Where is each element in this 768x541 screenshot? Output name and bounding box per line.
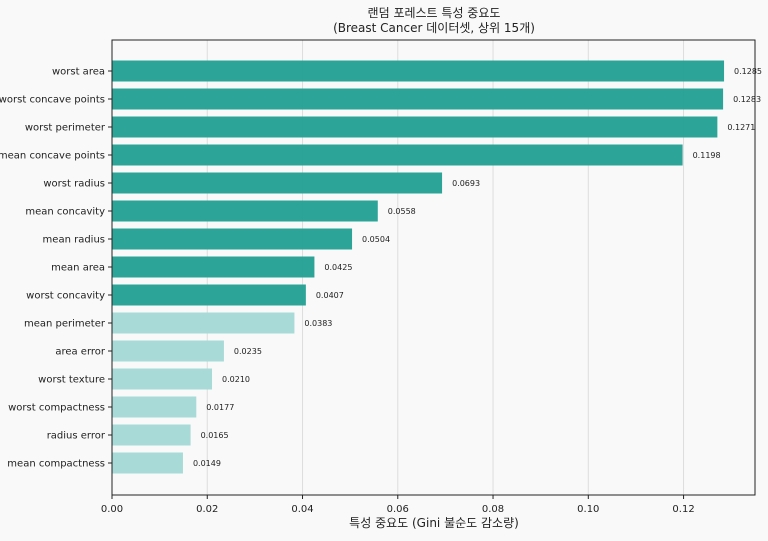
chart-title: 랜덤 포레스트 특성 중요도 bbox=[368, 6, 501, 20]
y-tick-label: worst radius bbox=[43, 179, 105, 190]
y-tick-label: worst area bbox=[52, 67, 105, 78]
bar bbox=[112, 396, 197, 418]
y-tick-label: worst concave points bbox=[0, 95, 105, 106]
bar-value-label: 0.1271 bbox=[727, 123, 755, 132]
bar bbox=[112, 144, 683, 166]
y-tick-label: worst perimeter bbox=[25, 123, 106, 134]
y-tick-label: mean radius bbox=[43, 235, 105, 246]
x-tick-label: 0.02 bbox=[196, 504, 218, 515]
x-tick-label: 0.10 bbox=[577, 504, 599, 515]
bar bbox=[112, 340, 224, 362]
x-tick-label: 0.08 bbox=[482, 504, 504, 515]
bar bbox=[112, 88, 724, 110]
bar bbox=[112, 116, 718, 138]
bar-value-label: 0.0149 bbox=[193, 459, 221, 468]
x-tick-label: 0.12 bbox=[672, 504, 694, 515]
y-tick-label: mean compactness bbox=[7, 459, 105, 470]
bar-value-label: 0.0165 bbox=[201, 431, 229, 440]
x-axis-label: 특성 중요도 (Gini 불순도 감소량) bbox=[349, 516, 519, 530]
y-tick-label: mean concavity bbox=[25, 207, 105, 218]
y-tick-label: mean concave points bbox=[0, 151, 105, 162]
bar bbox=[112, 256, 315, 278]
y-tick-label: mean area bbox=[51, 263, 105, 274]
bar-value-label: 0.1198 bbox=[693, 151, 721, 160]
y-tick-label: area error bbox=[55, 347, 106, 358]
bar-value-label: 0.0425 bbox=[324, 263, 352, 272]
bar-value-label: 0.0210 bbox=[222, 375, 250, 384]
x-tick-label: 0.00 bbox=[101, 504, 123, 515]
y-tick-label: mean perimeter bbox=[24, 319, 106, 330]
bar-value-label: 0.0177 bbox=[206, 403, 234, 412]
bar-value-label: 0.0383 bbox=[304, 319, 332, 328]
bar-value-label: 0.1285 bbox=[734, 67, 762, 76]
bar-value-label: 0.0504 bbox=[362, 235, 390, 244]
bar bbox=[112, 60, 725, 82]
bar-value-label: 0.0235 bbox=[234, 347, 262, 356]
y-tick-label: worst texture bbox=[38, 375, 105, 386]
plot-frame bbox=[111, 39, 756, 496]
bar-value-label: 0.0558 bbox=[388, 207, 416, 216]
y-tick-label: worst compactness bbox=[8, 403, 105, 414]
bar bbox=[112, 312, 295, 334]
bar bbox=[112, 200, 378, 222]
bar bbox=[112, 424, 191, 446]
bar bbox=[112, 284, 306, 306]
bar-value-label: 0.0407 bbox=[316, 291, 344, 300]
bar bbox=[112, 452, 183, 474]
chart-subtitle: (Breast Cancer 데이터셋, 상위 15개) bbox=[333, 21, 535, 35]
x-tick-label: 0.04 bbox=[291, 504, 313, 515]
y-tick-label: worst concavity bbox=[26, 291, 105, 302]
bar bbox=[112, 368, 213, 390]
bar-value-label: 0.0693 bbox=[452, 179, 480, 188]
bar bbox=[112, 228, 353, 250]
y-tick-label: radius error bbox=[47, 431, 106, 442]
bar-value-label: 0.1283 bbox=[733, 95, 761, 104]
bar bbox=[112, 172, 443, 194]
x-tick-label: 0.06 bbox=[387, 504, 409, 515]
